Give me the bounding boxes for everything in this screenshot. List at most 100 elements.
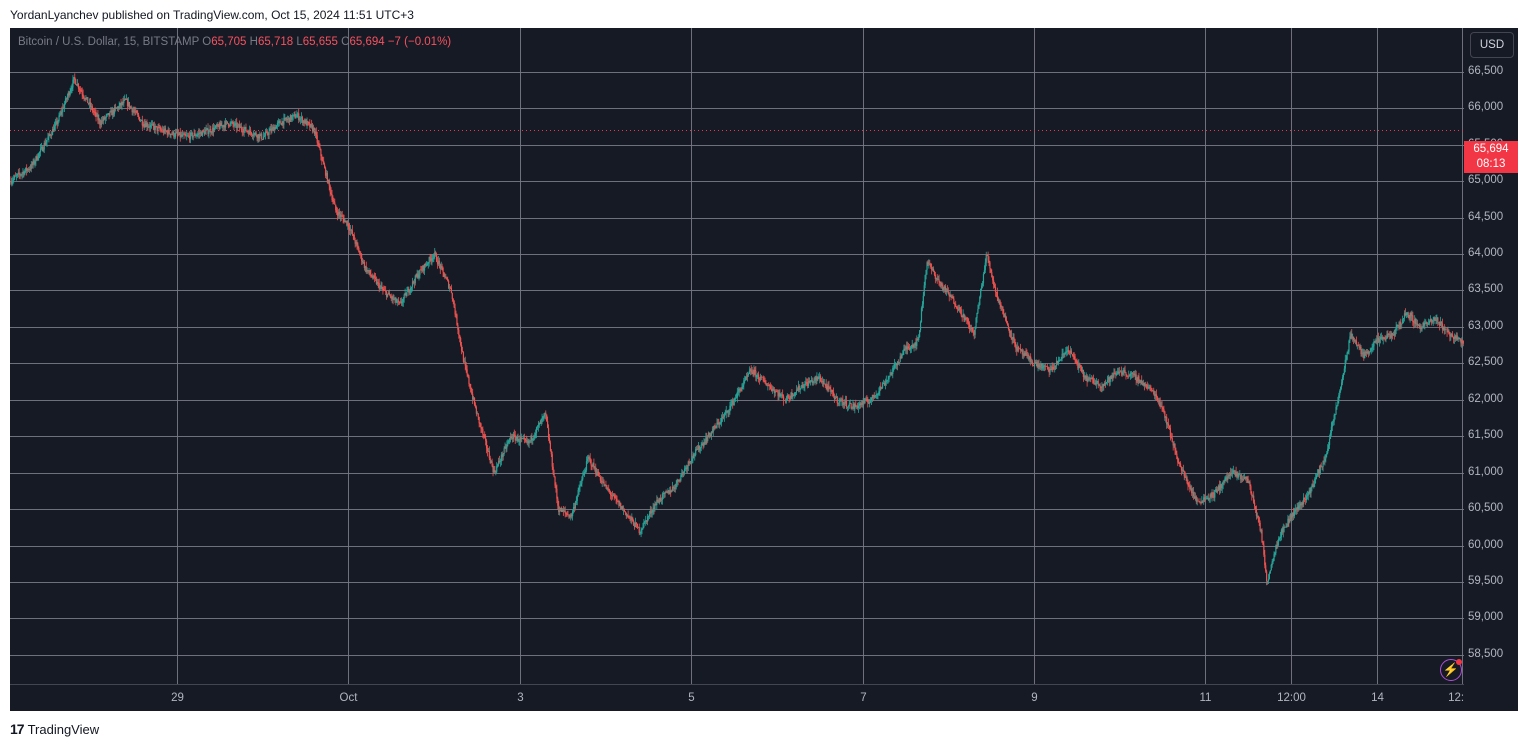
candle-body xyxy=(172,131,174,135)
candle-body xyxy=(986,254,988,256)
candle-body xyxy=(104,117,106,120)
currency-button[interactable]: USD xyxy=(1470,32,1514,58)
candle-body xyxy=(1410,312,1412,317)
candle-body xyxy=(1036,362,1038,367)
candle-body xyxy=(1140,380,1142,381)
candle-body xyxy=(410,287,412,292)
candle-body xyxy=(684,467,687,469)
candle-body xyxy=(1038,364,1040,368)
candle-body xyxy=(446,277,448,279)
candle-body xyxy=(1289,519,1291,523)
candle-body xyxy=(1217,485,1220,491)
candle-body xyxy=(1129,373,1132,376)
candle-body xyxy=(334,202,336,205)
candle-body xyxy=(1072,354,1074,357)
candle-body xyxy=(399,301,402,303)
candle-body xyxy=(1049,368,1051,373)
candle-body xyxy=(200,132,203,136)
candle-body xyxy=(768,384,770,386)
candle-body xyxy=(1094,383,1097,385)
candle-body xyxy=(506,444,508,449)
candle-body xyxy=(218,126,220,129)
candle-body xyxy=(1310,487,1312,494)
candle-body xyxy=(409,291,411,293)
candle-body xyxy=(919,322,922,331)
candle-body xyxy=(465,365,467,370)
candle-body xyxy=(1387,333,1389,336)
candle-body xyxy=(997,298,999,302)
candle-body xyxy=(271,128,273,132)
candle-body xyxy=(432,258,434,259)
candle-body xyxy=(1396,325,1398,327)
candle-body xyxy=(1026,354,1028,356)
candle-body xyxy=(1404,313,1407,316)
candle-body xyxy=(854,404,856,410)
candle-body xyxy=(518,441,520,443)
candle-body xyxy=(1264,554,1266,566)
candle-body xyxy=(1235,471,1237,477)
candle-body xyxy=(404,293,406,295)
candle-body xyxy=(483,434,485,436)
candle-body xyxy=(505,446,507,449)
candle-body xyxy=(802,385,804,388)
candle-body xyxy=(1147,387,1149,389)
candle-body xyxy=(15,175,18,177)
candle-body xyxy=(1170,436,1172,438)
candle-body xyxy=(12,180,14,182)
candle-body xyxy=(170,133,172,136)
candle-body xyxy=(1245,476,1247,479)
candle-body xyxy=(540,419,542,424)
candle-body xyxy=(913,345,915,348)
candle-body xyxy=(1428,321,1431,324)
candle-body xyxy=(791,392,793,398)
candle-body xyxy=(1117,371,1120,374)
candle-body xyxy=(965,317,967,319)
candle-body xyxy=(447,278,449,281)
candle-body xyxy=(460,338,462,345)
candle-body xyxy=(111,110,113,116)
candle-body xyxy=(588,456,590,458)
candle-body xyxy=(421,269,423,271)
candle-body xyxy=(411,286,413,288)
candle-body xyxy=(628,516,630,518)
candle-body xyxy=(366,269,368,272)
candle-body xyxy=(1237,472,1239,478)
candle-body xyxy=(612,494,614,496)
candle-body xyxy=(867,401,869,403)
candle-body xyxy=(618,501,620,506)
candle-body xyxy=(336,210,338,213)
candle-body xyxy=(1161,406,1163,409)
lightning-icon[interactable]: ⚡ xyxy=(1440,659,1462,681)
candle-body xyxy=(1376,339,1378,342)
candle-body xyxy=(1018,348,1021,350)
candle-body xyxy=(1431,321,1433,323)
candle-body xyxy=(1314,479,1316,485)
candle-body xyxy=(333,201,335,203)
candle-body xyxy=(584,471,586,474)
candle-body xyxy=(298,113,300,120)
candle-body xyxy=(918,337,920,341)
candle-body xyxy=(408,288,410,293)
candle-body xyxy=(1111,375,1113,379)
candle-body xyxy=(1382,337,1384,340)
candle-body xyxy=(632,517,634,522)
candle-body xyxy=(501,454,503,457)
candle-body xyxy=(478,416,480,424)
candle-body xyxy=(874,395,876,398)
candle-body xyxy=(327,180,329,183)
candle-body xyxy=(1320,465,1322,467)
candle-body xyxy=(214,125,217,128)
candle-body xyxy=(242,131,244,133)
candle-body xyxy=(274,127,276,132)
candle-body xyxy=(473,397,476,405)
candle-body xyxy=(900,356,902,359)
candle-body xyxy=(51,129,54,136)
candle-body xyxy=(1380,336,1382,338)
price-axis[interactable]: 66,50066,00065,50065,00064,50064,00063,5… xyxy=(1464,28,1518,711)
candle-body xyxy=(775,391,777,393)
candle-body xyxy=(1045,365,1047,367)
candle-body xyxy=(1451,334,1453,335)
candle-body xyxy=(294,114,296,119)
